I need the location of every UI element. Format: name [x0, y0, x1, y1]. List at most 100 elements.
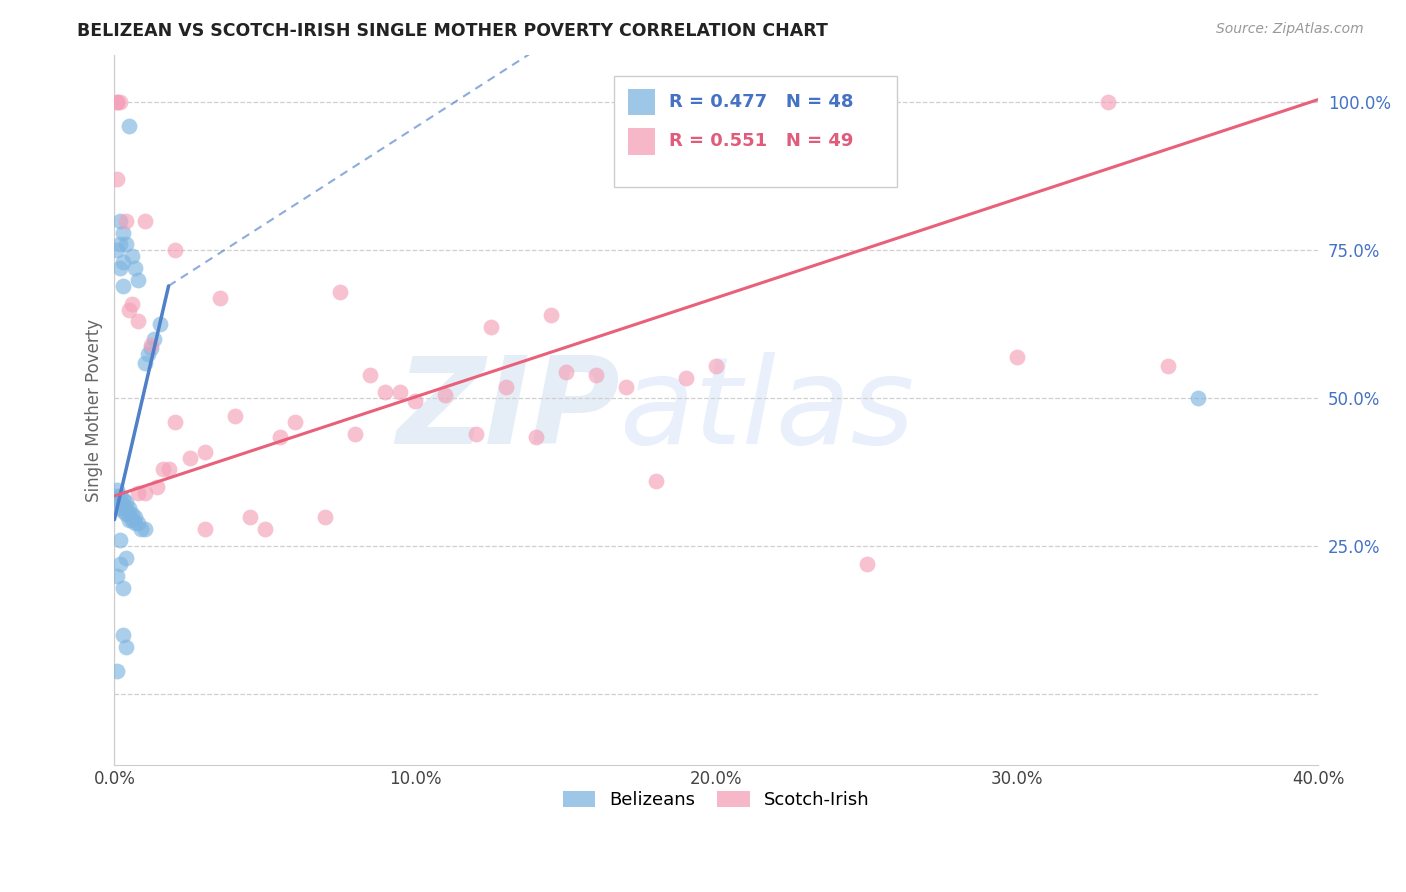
Point — [110, 557, 132, 571]
Point — [136, 347, 159, 361]
Point — [134, 522, 156, 536]
Point — [107, 483, 129, 497]
Point — [1007, 350, 1029, 364]
Point — [127, 314, 149, 328]
Point — [194, 444, 217, 458]
Point — [107, 495, 129, 509]
Point — [359, 368, 381, 382]
Point — [389, 385, 412, 400]
Point — [107, 244, 129, 258]
Text: BELIZEAN VS SCOTCH-IRISH SINGLE MOTHER POVERTY CORRELATION CHART: BELIZEAN VS SCOTCH-IRISH SINGLE MOTHER P… — [77, 22, 828, 40]
Point — [856, 557, 879, 571]
Point — [142, 332, 165, 346]
Point — [118, 119, 141, 133]
Point — [121, 296, 143, 310]
Point — [464, 426, 486, 441]
Point — [224, 409, 246, 423]
Point — [115, 500, 138, 515]
Point — [157, 462, 180, 476]
Point — [163, 415, 186, 429]
Point — [152, 462, 174, 476]
Point — [675, 370, 697, 384]
Point — [127, 516, 149, 530]
Point — [118, 500, 141, 515]
Point — [110, 533, 132, 548]
Point — [179, 450, 201, 465]
Point — [404, 394, 426, 409]
Point — [112, 581, 135, 595]
Point — [118, 507, 141, 521]
Point — [329, 285, 352, 299]
Point — [208, 291, 231, 305]
Point — [124, 516, 146, 530]
Text: atlas: atlas — [620, 351, 915, 468]
Point — [112, 226, 135, 240]
Point — [540, 309, 562, 323]
Point — [110, 95, 132, 110]
Point — [127, 486, 149, 500]
Point — [614, 379, 637, 393]
Point — [495, 379, 517, 393]
Point — [479, 320, 502, 334]
Point — [112, 279, 135, 293]
Point — [115, 551, 138, 566]
Point — [118, 513, 141, 527]
Point — [554, 365, 576, 379]
Point — [1187, 392, 1209, 406]
Point — [524, 430, 547, 444]
Point — [434, 388, 457, 402]
Point — [110, 237, 132, 252]
Text: Source: ZipAtlas.com: Source: ZipAtlas.com — [1216, 22, 1364, 37]
FancyBboxPatch shape — [628, 128, 655, 154]
Point — [107, 569, 129, 583]
Point — [284, 415, 307, 429]
Point — [314, 509, 336, 524]
Point — [115, 495, 138, 509]
Point — [124, 509, 146, 524]
Point — [107, 95, 129, 110]
Point — [139, 341, 162, 355]
Point — [127, 273, 149, 287]
FancyBboxPatch shape — [614, 77, 897, 186]
Point — [194, 522, 217, 536]
FancyBboxPatch shape — [628, 88, 655, 115]
Point — [110, 489, 132, 503]
Point — [115, 237, 138, 252]
Point — [139, 338, 162, 352]
Text: R = 0.551   N = 49: R = 0.551 N = 49 — [669, 132, 853, 150]
Point — [344, 426, 367, 441]
Point — [253, 522, 276, 536]
Point — [110, 500, 132, 515]
Point — [112, 491, 135, 506]
Point — [121, 513, 143, 527]
Point — [134, 356, 156, 370]
Point — [112, 628, 135, 642]
Y-axis label: Single Mother Poverty: Single Mother Poverty — [86, 318, 103, 501]
Point — [645, 474, 668, 488]
Point — [110, 261, 132, 276]
Point — [112, 498, 135, 512]
Point — [374, 385, 396, 400]
Point — [110, 214, 132, 228]
Point — [145, 480, 167, 494]
Point — [107, 95, 129, 110]
Point — [115, 507, 138, 521]
Point — [1097, 95, 1119, 110]
Point — [269, 430, 291, 444]
Point — [704, 359, 727, 373]
Legend: Belizeans, Scotch-Irish: Belizeans, Scotch-Irish — [555, 784, 877, 816]
Point — [115, 214, 138, 228]
Point — [131, 522, 153, 536]
Text: R = 0.477   N = 48: R = 0.477 N = 48 — [669, 93, 853, 111]
Point — [239, 509, 262, 524]
Point — [112, 255, 135, 269]
Point — [107, 664, 129, 678]
Point — [118, 302, 141, 317]
Point — [107, 489, 129, 503]
Point — [585, 368, 607, 382]
Point — [134, 214, 156, 228]
Point — [121, 507, 143, 521]
Point — [1157, 359, 1180, 373]
Point — [124, 261, 146, 276]
Point — [110, 495, 132, 509]
